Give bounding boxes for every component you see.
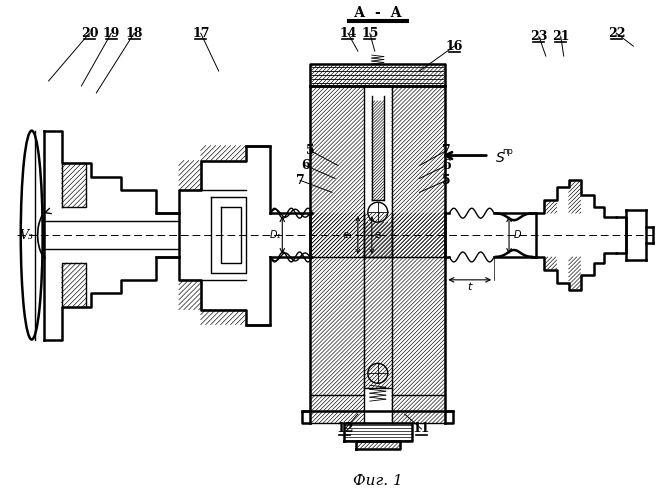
Text: 20: 20 [81, 26, 98, 40]
Text: t: t [468, 282, 472, 292]
Text: 16: 16 [446, 40, 463, 52]
Text: А  -  А: А - А [354, 6, 402, 20]
Text: 5: 5 [306, 144, 315, 157]
Text: 22: 22 [608, 26, 625, 40]
Text: 21: 21 [552, 30, 570, 43]
Text: 23: 23 [530, 30, 548, 43]
Text: Фиг. 1: Фиг. 1 [353, 474, 403, 488]
Text: 12: 12 [336, 422, 354, 436]
Text: 17: 17 [192, 26, 209, 40]
Text: 14: 14 [339, 26, 357, 40]
Text: 6: 6 [301, 159, 309, 172]
Text: S: S [496, 150, 505, 164]
Text: 5: 5 [442, 174, 451, 187]
Text: 19: 19 [103, 26, 120, 40]
Text: 7: 7 [296, 174, 305, 187]
Text: пр: пр [502, 147, 513, 156]
Text: 6: 6 [442, 159, 451, 172]
Text: 15: 15 [361, 26, 378, 40]
Text: 18: 18 [125, 26, 143, 40]
Text: e₁: e₁ [343, 230, 353, 240]
Text: 7: 7 [442, 144, 451, 157]
Text: e: e [375, 230, 380, 240]
Text: D₁: D₁ [270, 230, 281, 240]
Text: D: D [514, 230, 521, 240]
Text: V₃: V₃ [19, 228, 34, 241]
Text: 11: 11 [413, 422, 430, 436]
